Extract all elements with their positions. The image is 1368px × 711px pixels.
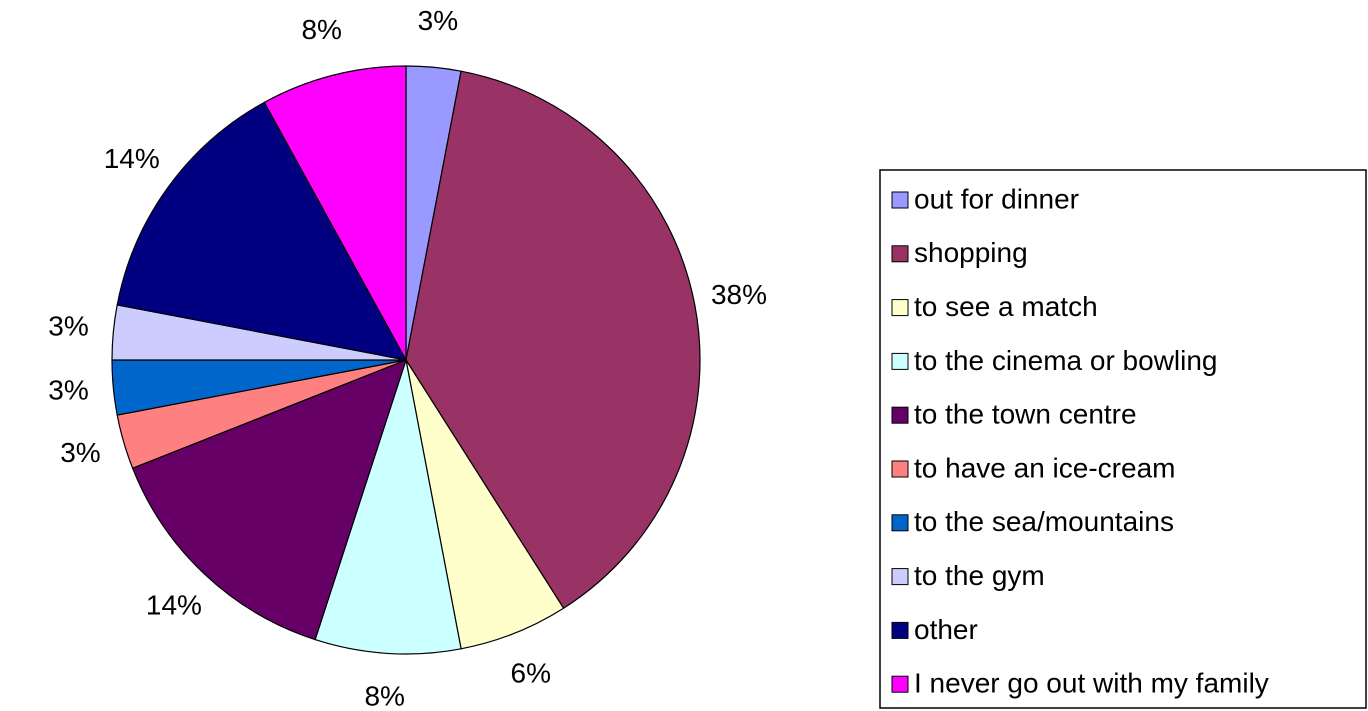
legend-label: other <box>914 614 978 645</box>
legend-swatch <box>891 514 909 532</box>
data-label: 3% <box>48 310 88 341</box>
data-label: 8% <box>364 681 404 711</box>
legend-swatch <box>891 299 909 317</box>
data-label: 38% <box>711 279 767 310</box>
pie-slice <box>314 359 462 655</box>
data-label: 3% <box>418 5 458 36</box>
data-label: 14% <box>104 143 160 174</box>
pie-slice <box>263 65 407 361</box>
pie-slice <box>405 70 701 610</box>
legend-label: to see a match <box>914 291 1098 322</box>
legend-box <box>879 169 1367 709</box>
legend-label: I never go out with my family <box>914 668 1269 699</box>
legend-swatch <box>891 460 909 478</box>
legend-label: to the gym <box>914 560 1045 591</box>
legend-label: to the sea/mountains <box>914 506 1174 537</box>
legend-label: to the cinema or bowling <box>914 345 1218 376</box>
data-label: 6% <box>511 658 551 689</box>
pie-slice <box>131 358 407 641</box>
legend-label: out for dinner <box>914 183 1079 214</box>
legend-swatch <box>891 406 909 424</box>
data-label: 14% <box>146 590 202 621</box>
legend-swatch <box>891 621 909 639</box>
data-label: 3% <box>60 437 100 468</box>
legend-swatch <box>891 675 909 693</box>
pie-slice <box>116 101 408 361</box>
legend-label: shopping <box>914 237 1028 268</box>
legend-swatch <box>891 352 909 370</box>
data-label: 8% <box>301 14 341 45</box>
legend-label: to have an ice-cream <box>914 452 1175 483</box>
data-label: 3% <box>48 374 88 405</box>
legend-swatch <box>891 245 909 263</box>
legend-swatch <box>891 191 909 209</box>
legend-label: to the town centre <box>914 399 1137 430</box>
legend-swatch <box>891 568 909 586</box>
